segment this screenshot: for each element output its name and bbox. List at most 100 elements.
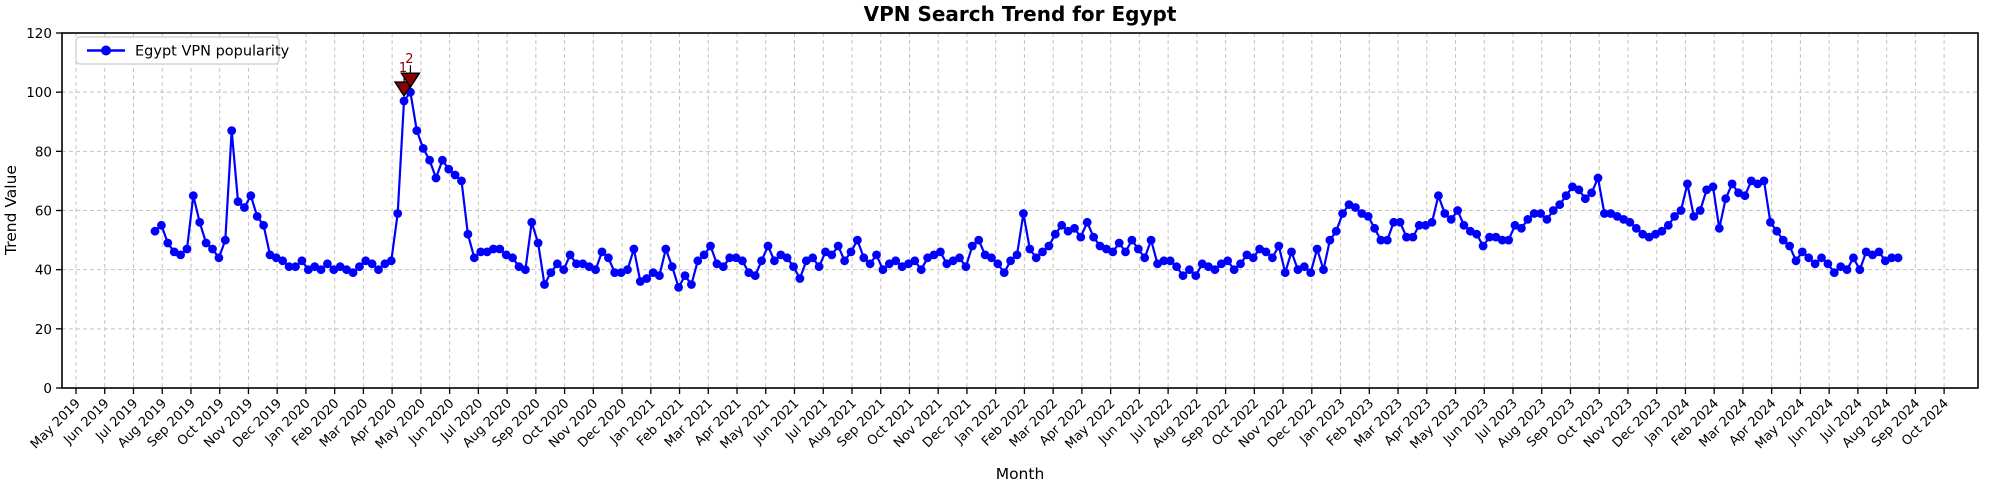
data-point [1657,226,1667,236]
y-axis-label: Trend Value [2,165,20,256]
data-point [629,244,639,254]
data-point [227,126,237,135]
data-point [1785,241,1794,251]
data-point [1497,235,1507,245]
data-point [1670,212,1679,221]
data-point [1791,256,1801,266]
data-point [1133,244,1143,254]
data-point [1714,223,1724,233]
data-point [859,253,869,263]
data-point [1191,271,1201,280]
y-tick-label: 0 [43,381,52,397]
data-point [827,250,837,260]
data-point [1223,256,1233,266]
data-point [1817,253,1826,263]
data-point [1472,229,1482,239]
annotation-label: 1 [399,61,407,76]
data-point [533,238,543,248]
data-point [540,280,549,289]
data-point [936,247,945,257]
data-point [1855,265,1865,275]
data-point [1185,265,1194,275]
data-point [674,283,683,292]
data-point [297,256,307,266]
data-point [1159,256,1169,266]
data-point [1229,265,1239,275]
data-point [1070,223,1079,233]
data-point [808,253,818,263]
data-point [1434,191,1443,201]
data-point [252,212,262,221]
data-point [1082,217,1092,227]
data-point [278,256,288,266]
y-tick-label: 80 [35,144,52,160]
data-point [604,253,613,263]
data-point [987,253,996,263]
data-point [463,229,473,239]
data-point [725,253,735,263]
data-point [1683,179,1692,189]
data-point [367,259,377,269]
data-point [1446,215,1456,224]
data-point [521,265,530,275]
data-point [1280,268,1290,277]
data-point [1108,247,1118,257]
data-point [1893,253,1903,263]
data-point [750,271,760,280]
data-point [770,256,779,266]
data-point [1306,268,1316,277]
data-point [955,253,964,263]
data-point [1031,253,1041,263]
data-point [1874,247,1884,257]
data-point [1887,253,1897,263]
data-point [412,126,422,135]
data-point [418,144,428,153]
data-point [1057,220,1067,230]
data-point [489,244,498,254]
data-point [1287,247,1296,257]
data-point [961,262,971,272]
data-point [789,262,798,272]
data-point [1485,232,1494,242]
data-point [1631,223,1641,233]
legend-box [75,36,280,65]
data-point [1172,262,1181,272]
y-tick-label: 60 [35,204,52,220]
data-point [163,238,173,248]
data-point [1261,247,1271,257]
legend-marker-sample [101,45,111,56]
data-point [1376,235,1386,245]
data-point [476,247,486,257]
data-point [1708,182,1718,192]
data-point [572,259,581,269]
data-point [1127,235,1137,245]
data-point [999,268,1009,277]
data-point [1600,209,1609,218]
y-tick-label: 100 [26,85,52,101]
data-point [1459,220,1469,230]
data-point [1408,232,1418,242]
data-point [1740,191,1750,201]
data-point [1319,265,1328,275]
data-point [1382,235,1392,245]
data-point [1050,229,1060,239]
data-point [1842,265,1852,275]
data-point [1542,215,1552,224]
data-point [1389,217,1399,227]
data-point [1363,212,1373,221]
data-point [1140,253,1150,263]
data-point [495,244,505,254]
data-point [348,268,358,277]
data-point [1517,223,1526,233]
plot-border [61,32,1979,389]
data-point [910,256,920,266]
trend-line [154,91,1899,289]
data-point [316,265,326,275]
data-point [1370,223,1379,233]
data-point [1210,265,1220,275]
data-point [438,155,447,165]
data-point [393,209,403,218]
legend-label: Egypt VPN popularity [135,44,290,60]
data-point [1268,253,1277,263]
data-point [1574,185,1584,195]
